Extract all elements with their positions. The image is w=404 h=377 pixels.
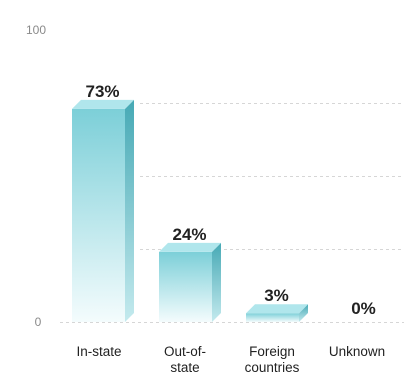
- bar-front: [159, 252, 212, 322]
- bar-foreign-countries: [246, 304, 308, 322]
- bar-front: [72, 109, 125, 322]
- bar-out-of-state: [159, 243, 221, 322]
- data-label-in-state: 73%: [85, 82, 119, 101]
- bar-top: [159, 243, 221, 252]
- category-label-foreign-countries: Foreign countries: [245, 344, 300, 375]
- data-label-unknown: 0%: [351, 299, 376, 318]
- bar-top: [246, 304, 308, 313]
- y-tick-label-0: 0: [35, 315, 42, 329]
- category-label-in-state: In-state: [76, 344, 121, 359]
- y-tick-label-100: 100: [26, 23, 46, 37]
- data-label-foreign-countries: 3%: [264, 286, 289, 305]
- bar-side: [212, 243, 221, 322]
- category-label-unknown: Unknown: [329, 344, 385, 359]
- data-label-out-of-state: 24%: [172, 225, 206, 244]
- y-axis: 0 100: [26, 23, 46, 329]
- bar-in-state: [72, 100, 134, 322]
- category-label-out-of-state: Out-of-state: [164, 344, 206, 375]
- bar-top: [72, 100, 134, 109]
- bar-front: [246, 313, 299, 322]
- bar-side: [125, 100, 134, 322]
- category-labels: In-state Out-of-state Foreign countries Unkn…: [76, 344, 385, 375]
